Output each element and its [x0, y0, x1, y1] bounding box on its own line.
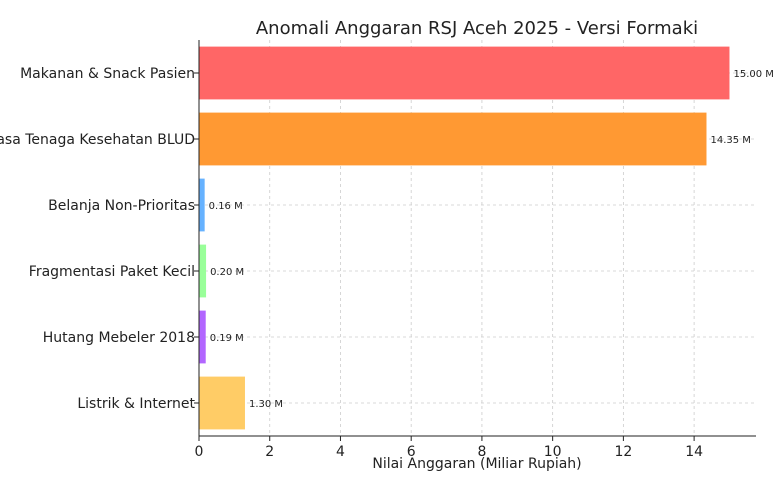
x-tick-label: 8 [477, 444, 486, 460]
x-tick-label: 4 [336, 444, 345, 460]
bar [199, 244, 207, 298]
category-label: Belanja Non-Prioritas [48, 198, 195, 214]
grid-lines [198, 40, 756, 436]
category-label: Makanan & Snack Pasien [20, 66, 195, 82]
axes: 0 2 4 6 8 10 12 14 [194, 40, 756, 460]
x-tick-label: 6 [407, 444, 416, 460]
bar [199, 112, 707, 166]
bar-value-label: 0.16 M [209, 201, 243, 212]
x-tick-label: 2 [265, 444, 274, 460]
category-labels: Makanan & Snack Pasien Jasa Tenaga Keseha… [0, 66, 196, 412]
chart-title: Anomali Anggaran RSJ Aceh 2025 - Versi F… [256, 18, 698, 39]
bar-value-label: 1.30 M [249, 399, 283, 410]
bar-value-label: 14.35 M [710, 135, 750, 146]
x-tick-label: 10 [544, 444, 562, 460]
bar-value-label: 15.00 M [733, 69, 773, 80]
category-label: Hutang Mebeler 2018 [43, 330, 195, 346]
bar [199, 46, 730, 100]
value-labels: 15.00 M 14.35 M 0.16 M 0.20 M 0.19 M 1.30 M [209, 69, 774, 410]
bar-value-label: 0.20 M [210, 267, 244, 278]
x-tick-label: 12 [614, 444, 632, 460]
bars [199, 46, 730, 430]
bar-value-label: 0.19 M [210, 333, 244, 344]
bar [199, 310, 206, 364]
x-axis-title: Nilai Anggaran (Miliar Rupiah) [372, 456, 581, 472]
category-label: Listrik & Internet [77, 396, 195, 412]
bar [199, 178, 205, 232]
category-label: Jasa Tenaga Kesehatan BLUD [0, 132, 195, 148]
bar [199, 376, 245, 430]
x-tick-label: 0 [195, 444, 204, 460]
x-tick-label: 14 [685, 444, 703, 460]
category-label: Fragmentasi Paket Kecil [29, 264, 195, 280]
